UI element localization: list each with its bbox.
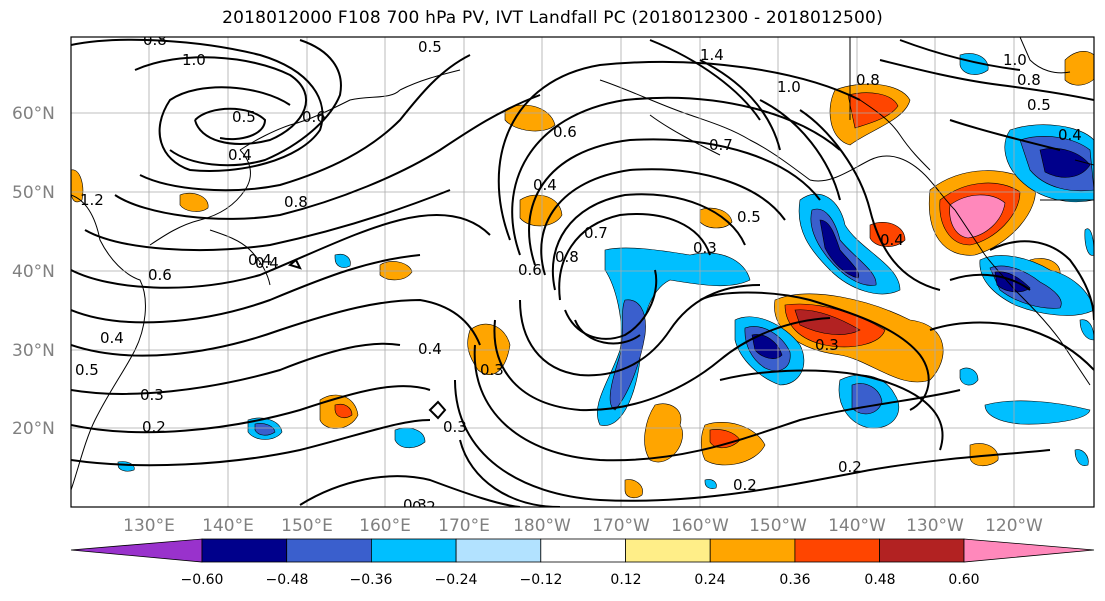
contour-label: 0.7 bbox=[584, 224, 608, 242]
colorbar-label: −0.60 bbox=[181, 572, 224, 588]
contour-label: 0.6 bbox=[148, 266, 172, 284]
contour-label: 0.4 bbox=[533, 176, 557, 194]
map-area: 0.8 1.0 0.5 1.4 0.5 0.6 0.4 0.8 1.2 0.6 … bbox=[71, 31, 1094, 516]
contour-label: 0.5 bbox=[737, 208, 761, 226]
longitude-labels: 130°E 140°E 150°E 160°E 170°E 180°W 170°… bbox=[123, 516, 1043, 536]
lon-label: 120°W bbox=[985, 516, 1043, 536]
contour-label: 0.3 bbox=[443, 418, 467, 436]
contour-label: 0.3 bbox=[693, 239, 717, 257]
contour-label: 1.2 bbox=[80, 191, 104, 209]
contour-label: 0.4 bbox=[255, 254, 279, 272]
colorbar-segment bbox=[794, 538, 881, 563]
lon-label: 140°E bbox=[202, 516, 254, 536]
colorbar-label: 0.48 bbox=[864, 572, 895, 588]
positive-anomaly-shading bbox=[71, 51, 1094, 499]
lon-label: 130°W bbox=[906, 516, 964, 536]
contour-label: 0.2 bbox=[838, 458, 862, 476]
contour-label: 0.4 bbox=[880, 231, 904, 249]
map-frame bbox=[70, 36, 1095, 508]
colorbar-segment bbox=[879, 538, 965, 563]
contour-label: 0.5 bbox=[418, 38, 442, 56]
colorbar-segment bbox=[201, 538, 288, 563]
lon-label: 140°W bbox=[828, 516, 886, 536]
lon-label: 180°W bbox=[513, 516, 571, 536]
colorbar-label: 0.60 bbox=[948, 572, 979, 588]
contour-label: 0.8 bbox=[1017, 71, 1041, 89]
lon-label: 170°E bbox=[438, 516, 490, 536]
colorbar bbox=[70, 538, 1095, 563]
contour-label: 0.4 bbox=[248, 251, 272, 269]
contour-label: 1.0 bbox=[182, 51, 206, 69]
colorbar-label: 0.12 bbox=[610, 572, 641, 588]
colorbar-label: 0.36 bbox=[779, 572, 810, 588]
colorbar-segment bbox=[455, 538, 542, 563]
colorbar-label: −0.36 bbox=[350, 572, 393, 588]
contour-label: 0.2 bbox=[412, 498, 436, 516]
lon-label: 160°E bbox=[359, 516, 411, 536]
contour-label: 0.2 bbox=[142, 418, 166, 436]
colorbar-segment bbox=[370, 538, 457, 563]
lon-label: 150°E bbox=[281, 516, 333, 536]
contour-label: 0.6 bbox=[553, 123, 577, 141]
colorbar-label: −0.48 bbox=[266, 572, 309, 588]
contour-label: 0.3 bbox=[815, 336, 839, 354]
contour-label: 0.6 bbox=[302, 108, 326, 126]
contour-label: 0.3 bbox=[480, 361, 504, 379]
contour-label: 0.4 bbox=[100, 329, 124, 347]
lon-label: 130°E bbox=[123, 516, 175, 536]
lon-label: 170°W bbox=[592, 516, 650, 536]
contour-label: 0.4 bbox=[418, 340, 442, 358]
colorbar-segment bbox=[540, 538, 626, 563]
graticule bbox=[71, 37, 1094, 507]
pv-contours bbox=[71, 38, 1094, 507]
lat-label: 20°N bbox=[12, 419, 55, 439]
contour-label: 1.4 bbox=[700, 46, 724, 64]
contour-label: 0.8 bbox=[143, 31, 167, 49]
lat-label: 30°N bbox=[12, 341, 55, 361]
negative-anomaly-shading bbox=[117, 53, 1094, 489]
colorbar-segment bbox=[963, 538, 1095, 563]
latitude-labels: 60°N 50°N 40°N 30°N 20°N bbox=[12, 104, 55, 439]
colorbar-segment bbox=[70, 538, 203, 563]
contour-label: 0.3 bbox=[403, 496, 427, 514]
contour-label: 0.8 bbox=[555, 248, 579, 266]
lat-label: 60°N bbox=[12, 104, 55, 124]
contour-label: 0.7 bbox=[709, 136, 733, 154]
contour-label: 0.5 bbox=[232, 108, 256, 126]
contour-labels: 0.8 1.0 0.5 1.4 0.5 0.6 0.4 0.8 1.2 0.6 … bbox=[75, 31, 1082, 516]
lon-label: 150°W bbox=[749, 516, 807, 536]
colorbar-segment bbox=[286, 538, 372, 563]
colorbar-segment bbox=[709, 538, 796, 563]
contour-label: 0.4 bbox=[1058, 126, 1082, 144]
colorbar-segment bbox=[625, 538, 711, 563]
colorbar-labels: −0.60 −0.48 −0.36 −0.24 −0.12 0.12 0.24 … bbox=[181, 572, 980, 588]
colorbar-label: −0.24 bbox=[435, 572, 478, 588]
contour-label: 1.0 bbox=[1003, 51, 1027, 69]
contour-label: 0.4 bbox=[228, 146, 252, 164]
contour-label: 0.5 bbox=[1027, 96, 1051, 114]
contour-label: 0.5 bbox=[75, 361, 99, 379]
contour-label: 0.2 bbox=[733, 476, 757, 494]
contour-label: 1.0 bbox=[777, 78, 801, 96]
colorbar-label: 0.24 bbox=[694, 572, 725, 588]
lat-label: 50°N bbox=[12, 183, 55, 203]
contour-label: 0.8 bbox=[284, 193, 308, 211]
contour-label: 0.6 bbox=[518, 261, 542, 279]
lon-label: 160°W bbox=[671, 516, 729, 536]
map-title: 2018012000 F108 700 hPa PV, IVT Landfall… bbox=[222, 8, 883, 28]
contour-label: 0.3 bbox=[140, 386, 164, 404]
contour-label: 0.8 bbox=[856, 71, 880, 89]
colorbar-label: −0.12 bbox=[520, 572, 563, 588]
lat-label: 40°N bbox=[12, 262, 55, 282]
